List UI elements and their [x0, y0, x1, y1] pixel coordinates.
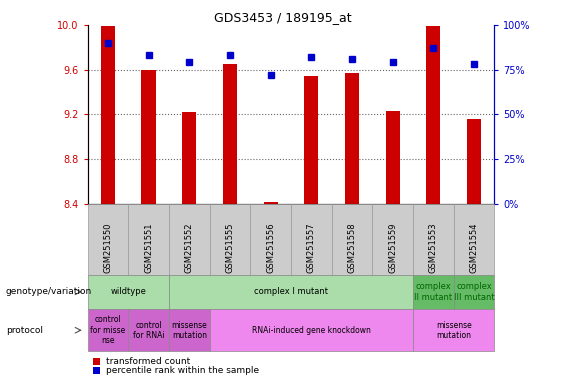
- Bar: [141, 70, 156, 204]
- Text: GSM251556: GSM251556: [266, 222, 275, 273]
- Text: transformed count: transformed count: [106, 357, 190, 366]
- Text: GSM251552: GSM251552: [185, 222, 194, 273]
- Bar: [304, 76, 319, 204]
- Text: GSM251557: GSM251557: [307, 222, 316, 273]
- Text: missense
mutation: missense mutation: [171, 321, 207, 340]
- Text: control
for misse
nse: control for misse nse: [90, 315, 125, 345]
- Text: GSM251558: GSM251558: [347, 222, 357, 273]
- Text: GSM251550: GSM251550: [103, 222, 112, 273]
- Text: wildtype: wildtype: [110, 287, 146, 296]
- Text: missense
mutation: missense mutation: [436, 321, 472, 340]
- Text: RNAi-induced gene knockdown: RNAi-induced gene knockdown: [252, 326, 371, 335]
- Text: genotype/variation: genotype/variation: [6, 287, 92, 296]
- Bar: [385, 111, 400, 204]
- Text: complex I mutant: complex I mutant: [254, 287, 328, 296]
- Bar: [223, 64, 237, 204]
- Text: percentile rank within the sample: percentile rank within the sample: [106, 366, 259, 375]
- Text: GSM251559: GSM251559: [388, 222, 397, 273]
- Bar: [182, 112, 197, 204]
- Text: GSM251554: GSM251554: [470, 222, 479, 273]
- Text: GSM251553: GSM251553: [429, 222, 438, 273]
- Bar: [345, 73, 359, 204]
- Bar: [263, 202, 278, 204]
- Bar: [467, 119, 481, 204]
- Bar: [101, 26, 115, 204]
- Text: complex
II mutant: complex II mutant: [414, 282, 453, 301]
- Text: GSM251555: GSM251555: [225, 222, 234, 273]
- Bar: [426, 26, 441, 204]
- Text: GSM251551: GSM251551: [144, 222, 153, 273]
- Text: protocol: protocol: [6, 326, 42, 335]
- Text: GDS3453 / 189195_at: GDS3453 / 189195_at: [214, 12, 351, 25]
- Text: control
for RNAi: control for RNAi: [133, 321, 164, 340]
- Text: complex
III mutant: complex III mutant: [454, 282, 494, 301]
